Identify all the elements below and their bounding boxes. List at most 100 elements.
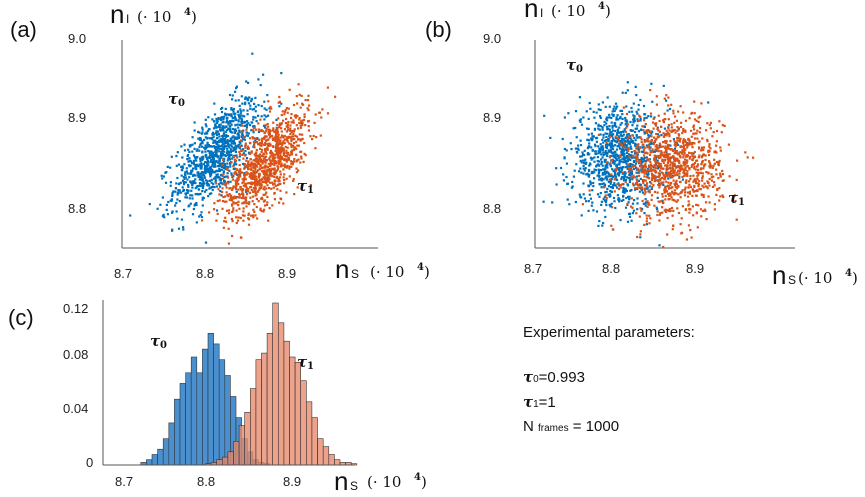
scatter-point-tau0	[665, 171, 668, 174]
scatter-point-tau1	[692, 125, 695, 129]
scatter-point-tau1	[685, 179, 688, 182]
scatter-point-tau0	[192, 174, 195, 177]
scatter-point-tau1	[744, 151, 747, 154]
scatter-point-tau0	[622, 166, 625, 169]
scatter-point-tau1	[269, 170, 272, 173]
scatter-point-tau0	[232, 139, 236, 142]
scatter-point-tau0	[235, 130, 238, 133]
scatter-point-tau1	[275, 162, 278, 165]
scatter-point-tau0	[573, 169, 576, 172]
scatter-point-tau0	[223, 176, 226, 179]
scatter-point-tau1	[221, 190, 224, 194]
scatter-point-tau1	[688, 139, 691, 142]
scatter-point-tau0	[229, 140, 232, 143]
scatter-point-tau1	[709, 121, 712, 124]
scatter-point-tau1	[684, 172, 687, 175]
scatter-point-tau1	[701, 179, 704, 182]
scatter-point-tau0	[570, 186, 573, 189]
scatter-point-tau0	[574, 200, 577, 204]
scatter-point-tau0	[583, 149, 586, 152]
scatter-point-tau0	[634, 139, 637, 142]
scatter-point-tau0	[610, 139, 613, 143]
scatter-point-tau0	[617, 169, 620, 172]
scatter-point-tau0	[608, 193, 611, 196]
scatter-point-tau0	[635, 134, 638, 137]
scatter-point-tau1	[685, 238, 688, 241]
scatter-point-tau0	[594, 122, 597, 125]
scatter-point-tau0	[183, 149, 187, 152]
scatter-points-a	[129, 52, 337, 245]
scatter-point-tau1	[641, 168, 644, 171]
scatter-point-tau0	[608, 113, 611, 116]
scatter-point-tau1	[225, 209, 229, 212]
scatter-point-tau1	[241, 190, 244, 193]
scatter-point-tau1	[263, 171, 266, 174]
scatter-point-tau1	[272, 157, 275, 160]
scatter-point-tau1	[241, 181, 244, 185]
scatter-point-tau0	[587, 184, 590, 187]
scatter-point-tau0	[263, 107, 266, 110]
scatter-point-tau0	[571, 180, 574, 184]
scatter-point-tau1	[269, 129, 272, 132]
scatter-point-tau0	[598, 195, 601, 198]
scatter-point-tau1	[290, 160, 293, 163]
scatter-point-tau1	[664, 145, 667, 148]
scatter-point-tau0	[252, 118, 255, 121]
scatter-point-tau0	[212, 139, 215, 142]
scatter-point-tau0	[200, 165, 203, 168]
scatter-point-tau1	[269, 105, 272, 109]
scatter-point-tau1	[717, 164, 720, 167]
scatter-point-tau0	[643, 132, 646, 135]
scatter-point-tau1	[648, 158, 651, 161]
scatter-point-tau1	[679, 223, 682, 226]
histogram-bar-tau1	[328, 454, 335, 466]
scatter-point-tau1	[249, 158, 252, 161]
scatter-point-tau1	[273, 179, 276, 182]
scatter-point-tau1	[649, 89, 652, 92]
scatter-point-tau1	[641, 187, 644, 190]
scatter-point-tau1	[263, 204, 267, 207]
scatter-point-tau0	[243, 138, 246, 141]
scatter-point-tau0	[205, 167, 208, 171]
scatter-point-tau1	[287, 158, 291, 161]
scatter-point-tau1	[696, 137, 699, 140]
scatter-point-tau1	[263, 199, 266, 202]
scatter-point-tau1	[673, 121, 676, 124]
scatter-point-tau0	[620, 199, 623, 202]
scatter-point-tau1	[282, 140, 285, 143]
scatter-point-tau1	[682, 154, 685, 157]
scatter-point-tau0	[239, 142, 242, 145]
scatter-point-tau1	[673, 174, 676, 177]
scatter-point-tau0	[622, 186, 625, 189]
scatter-point-tau1	[638, 114, 641, 117]
scatter-point-tau0	[184, 192, 187, 195]
scatter-point-tau1	[689, 229, 692, 232]
scatter-point-tau1	[242, 207, 245, 210]
scatter-point-tau0	[227, 157, 230, 160]
scatter-point-tau1	[667, 181, 670, 184]
scatter-point-tau0	[632, 114, 635, 117]
scatter-point-tau0	[185, 167, 188, 170]
scatter-point-tau0	[622, 161, 625, 164]
scatter-point-tau1	[664, 186, 667, 190]
scatter-point-tau1	[215, 182, 218, 185]
scatter-point-tau1	[708, 177, 711, 181]
scatter-point-tau0	[253, 125, 256, 128]
scatter-point-tau1	[643, 179, 646, 182]
scatter-point-tau0	[192, 182, 195, 185]
scatter-point-tau1	[721, 194, 724, 197]
scatter-point-tau0	[159, 203, 162, 206]
scatter-point-tau0	[230, 149, 233, 152]
scatter-point-tau1	[659, 184, 662, 187]
scatter-point-tau0	[609, 175, 612, 178]
scatter-point-tau0	[252, 125, 255, 128]
scatter-point-tau0	[201, 131, 204, 134]
scatter-point-tau0	[645, 156, 648, 159]
scatter-point-tau0	[234, 124, 237, 127]
scatter-point-tau1	[267, 130, 271, 133]
scatter-point-tau0	[184, 173, 187, 176]
scatter-point-tau1	[752, 156, 755, 159]
scatter-point-tau1	[715, 129, 719, 133]
scatter-point-tau0	[649, 142, 652, 145]
scatter-point-tau0	[617, 173, 620, 176]
